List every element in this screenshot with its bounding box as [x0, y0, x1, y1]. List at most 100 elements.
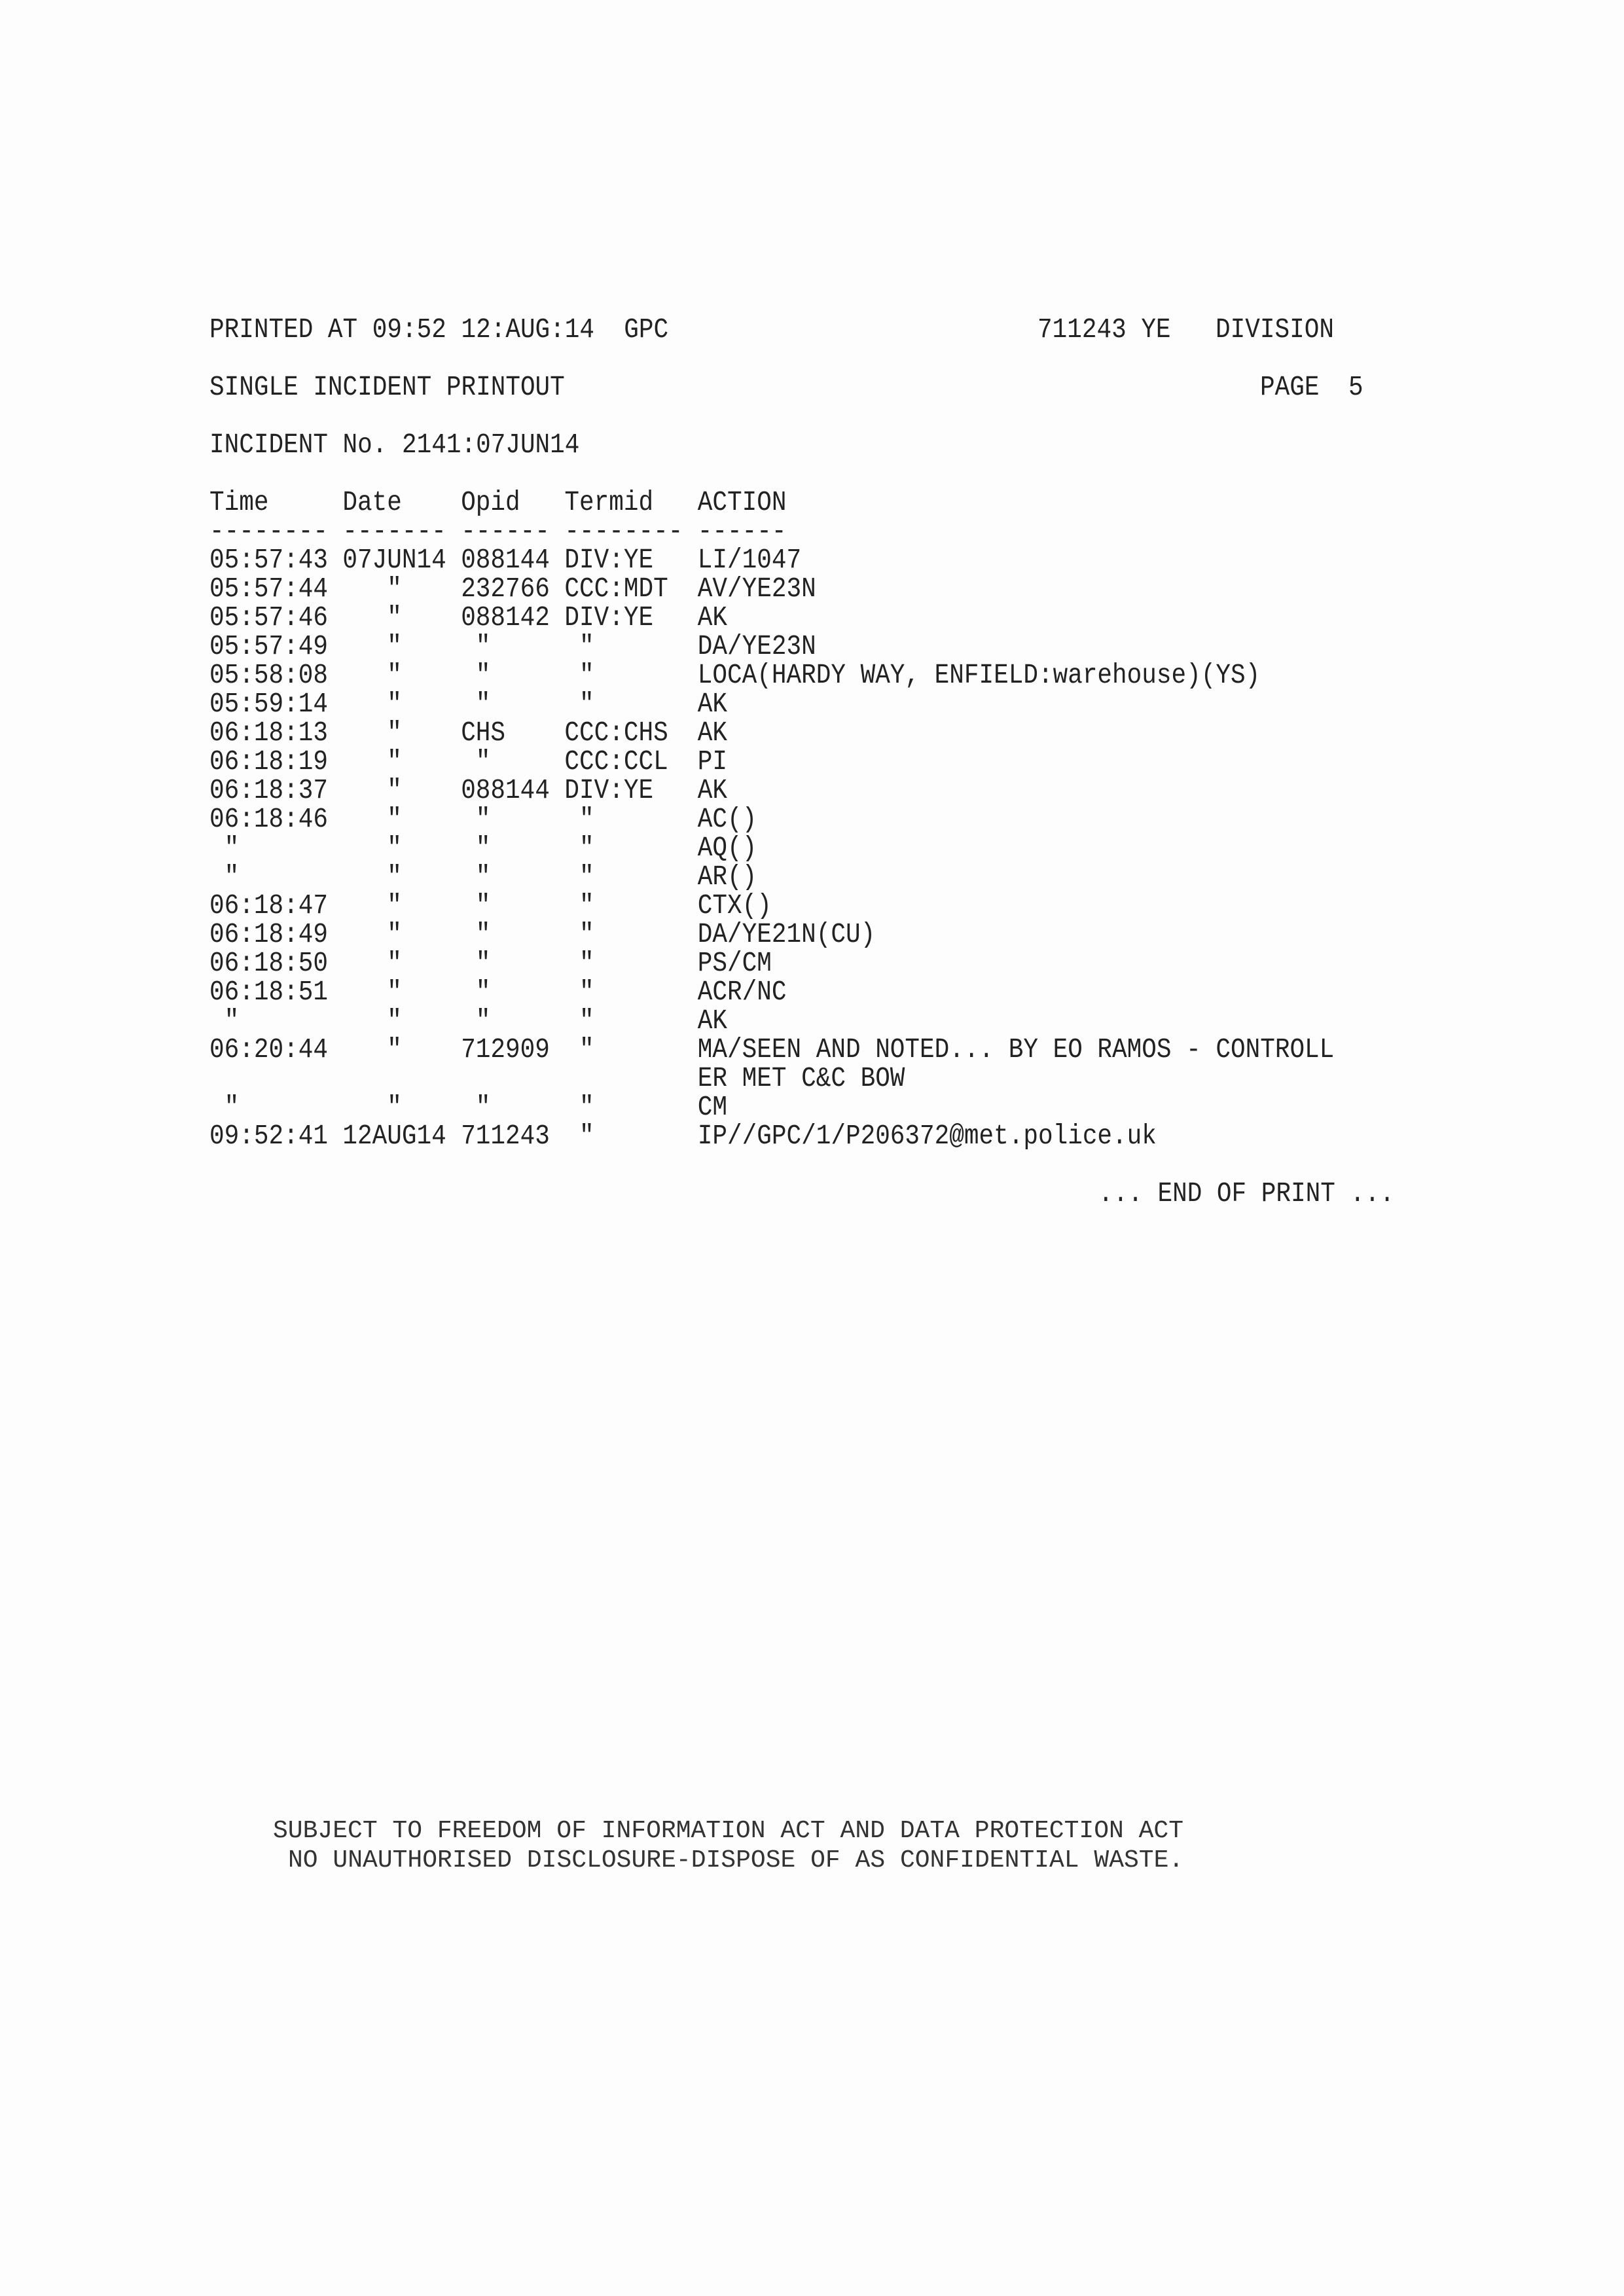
opid-cell: 711243 — [461, 1121, 550, 1153]
table-row: 06:20:44 " 712909 " MA/SEEN AND NOTED... BY … — [209, 1035, 1453, 1066]
opid-cell: " — [475, 1092, 491, 1124]
date-cell: " — [387, 776, 402, 807]
date-cell: " — [387, 948, 402, 980]
time-cell: 05:58:08 — [209, 660, 328, 692]
date-cell: " — [387, 660, 402, 692]
action-cell: CTX() — [697, 891, 772, 922]
time-cell: " — [224, 862, 240, 893]
time-cell: 06:20:44 — [209, 1035, 328, 1066]
opid-cell: " — [475, 660, 491, 692]
date-cell: " — [387, 833, 402, 865]
date-cell: Date — [342, 488, 402, 519]
date-cell: " — [387, 689, 402, 721]
date-cell: " — [387, 718, 402, 749]
action-cell: PS/CM — [697, 948, 772, 980]
termid-cell: " — [579, 1092, 594, 1124]
time-cell: 06:18:46 — [209, 804, 328, 836]
table-row: 05:57:43 07JUN14 088144 DIV:YE LI/1047 — [209, 545, 1453, 577]
incident-number: INCIDENT No. 2141:07JUN14 — [209, 430, 580, 461]
time-cell: 06:18:47 — [209, 891, 328, 922]
date-cell: " — [387, 804, 402, 836]
date-cell: 07JUN14 — [342, 545, 446, 577]
time-cell: " — [224, 1006, 240, 1037]
printed-at: PRINTED AT 09:52 12:AUG:14 GPC — [209, 315, 669, 346]
date-cell: " — [387, 632, 402, 663]
time-cell: 09:52:41 — [209, 1121, 328, 1153]
action-cell: AQ() — [697, 833, 757, 865]
opid-cell: 088142 — [461, 603, 550, 634]
action-cell: AK — [697, 1006, 728, 1037]
termid-cell: " — [579, 689, 594, 721]
opid-cell: " — [475, 977, 491, 1009]
time-cell: 06:18:19 — [209, 747, 328, 778]
time-cell: 06:18:13 — [209, 718, 328, 749]
table-row: 09:52:41 12AUG14 711243 " IP//GPC/1/P206372@… — [209, 1121, 1453, 1153]
termid-cell: " — [579, 1006, 594, 1037]
termid-cell: " — [579, 804, 594, 836]
date-cell: " — [387, 747, 402, 778]
opid-cell: Opid — [461, 488, 520, 519]
time-cell: -------- — [209, 516, 328, 548]
date-cell: " — [387, 891, 402, 922]
action-cell: DA/YE23N — [697, 632, 816, 663]
time-cell: 06:18:51 — [209, 977, 328, 1009]
action-cell: ER MET C&C BOW — [697, 1064, 905, 1095]
division-label: DIVISION — [1216, 315, 1334, 346]
date-cell: " — [387, 1092, 402, 1124]
time-cell: 05:57:44 — [209, 574, 328, 605]
table-row: 05:58:08 " " " LOCA(HARDY WAY, ENFIELD:wareh… — [209, 660, 1453, 692]
header-divider: -------- ------- ------ -------- ------ — [209, 516, 1453, 548]
opid-cell: " — [475, 632, 491, 663]
time-cell: 05:57:46 — [209, 603, 328, 634]
table-row: 06:18:37 " 088144 DIV:YE AK — [209, 776, 1453, 807]
opid-cell: " — [475, 920, 491, 951]
opid-cell: 232766 — [461, 574, 550, 605]
incident-line: INCIDENT No. 2141:07JUN14 — [209, 430, 1453, 461]
action-cell: MA/SEEN AND NOTED... BY EO RAMOS - CONTR… — [697, 1035, 1335, 1066]
termid-cell: DIV:YE — [564, 545, 654, 577]
action-cell: AK — [697, 718, 728, 749]
time-cell: 05:57:49 — [209, 632, 328, 663]
action-cell: DA/YE21N(CU) — [697, 920, 876, 951]
table-row: 06:18:51 " " " ACR/NC — [209, 977, 1453, 1009]
termid-cell: " — [579, 920, 594, 951]
termid-cell: " — [579, 862, 594, 893]
date-cell: " — [387, 920, 402, 951]
action-cell: IP//GPC/1/P206372@met.police.uk — [697, 1121, 1157, 1153]
title-line: SINGLE INCIDENT PRINTOUT PAGE 5 — [209, 372, 1453, 404]
termid-cell: Termid — [564, 488, 654, 519]
print-header-line: PRINTED AT 09:52 12:AUG:14 GPC 711243 YE… — [209, 315, 1453, 346]
page-label: PAGE — [1260, 372, 1320, 404]
time-cell: 05:59:14 — [209, 689, 328, 721]
date-cell: " — [387, 1006, 402, 1037]
termid-cell: " — [579, 632, 594, 663]
action-cell: LI/1047 — [697, 545, 802, 577]
termid-cell: " — [579, 891, 594, 922]
opid-cell: " — [475, 689, 491, 721]
table-row: 06:18:49 " " " DA/YE21N(CU) — [209, 920, 1453, 951]
termid-cell: " — [579, 948, 594, 980]
opid-cell: 088144 — [461, 545, 550, 577]
opid-cell: 712909 — [461, 1035, 550, 1066]
footer-line-1: SUBJECT TO FREEDOM OF INFORMATION ACT AN… — [273, 1817, 1184, 1845]
opid-cell: " — [475, 862, 491, 893]
opid-cell: 088144 — [461, 776, 550, 807]
action-cell: AK — [697, 603, 728, 634]
time-cell: 06:18:50 — [209, 948, 328, 980]
termid-cell: " — [579, 977, 594, 1009]
termid-cell: -------- — [564, 516, 683, 548]
end-line: ... END OF PRINT ... — [209, 1179, 1453, 1210]
action-cell: ------ — [697, 516, 787, 548]
termid-cell: DIV:YE — [564, 603, 654, 634]
date-cell: ------- — [342, 516, 446, 548]
termid-cell: " — [579, 1121, 594, 1153]
action-cell: AV/YE23N — [697, 574, 816, 605]
date-cell: 12AUG14 — [342, 1121, 446, 1153]
termid-cell: DIV:YE — [564, 776, 654, 807]
action-cell: AK — [697, 776, 728, 807]
action-cell: LOCA(HARDY WAY, ENFIELD:warehouse)(YS) — [697, 660, 1261, 692]
date-cell: " — [387, 603, 402, 634]
opid-cell: " — [475, 891, 491, 922]
table-row: " " " " AR() — [209, 862, 1453, 893]
table-row: 05:57:46 " 088142 DIV:YE AK — [209, 603, 1453, 634]
